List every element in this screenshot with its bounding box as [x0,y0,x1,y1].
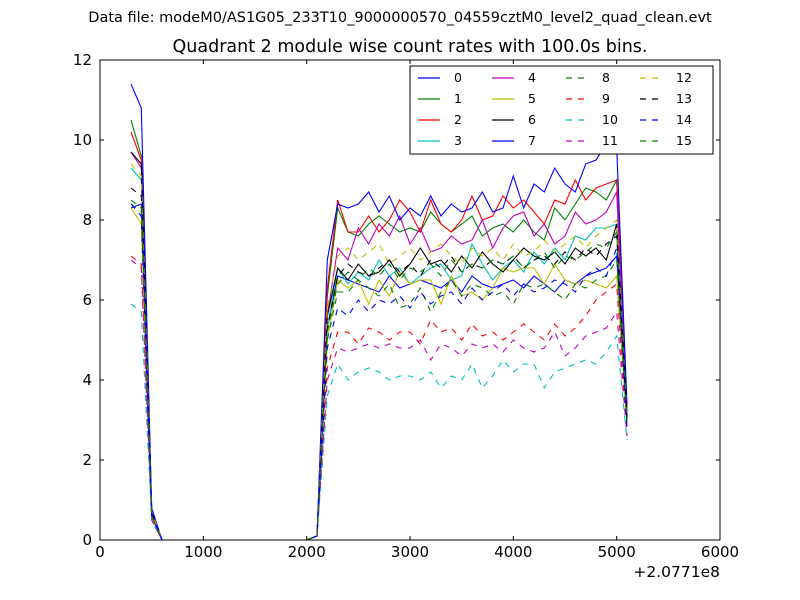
series-line-10 [130,303,628,540]
legend-box [409,65,714,155]
series-line-14 [130,203,628,540]
series-line-3 [130,167,628,540]
legend-label-7: 7 [528,133,536,148]
legend-label-6: 6 [528,112,536,127]
x-offset-label: +2.0771e8 [633,563,720,581]
series-line-13 [130,187,628,540]
series-group [130,83,628,540]
legend-label-3: 3 [454,133,462,148]
legend-label-12: 12 [676,70,692,85]
y-tick-label: 10 [73,131,92,149]
legend-label-8: 8 [602,70,610,85]
y-tick-label: 4 [82,371,92,389]
y-tick-label: 8 [82,211,92,229]
series-line-8 [130,203,628,540]
legend-label-11: 11 [602,133,618,148]
chart-title: Quadrant 2 module wise count rates with … [172,37,648,57]
series-line-11 [130,259,628,540]
series-line-5 [130,207,628,540]
legend-label-15: 15 [676,133,692,148]
x-tick-label: 1000 [184,543,222,561]
series-line-6 [130,151,628,540]
legend-label-14: 14 [676,112,692,127]
y-tick-label: 2 [82,451,92,469]
legend-label-10: 10 [602,112,618,127]
series-line-7 [130,83,628,540]
y-tick-label: 6 [82,291,92,309]
x-tick-label: 0 [95,543,105,561]
y-tick-label: 12 [73,51,92,69]
series-line-12 [130,163,628,540]
series-line-9 [130,255,628,540]
y-tick-label: 0 [82,531,92,549]
x-tick-label: 5000 [598,543,636,561]
legend-label-4: 4 [528,70,536,85]
x-tick-label: 6000 [701,543,739,561]
legend-label-9: 9 [602,91,610,106]
legend-label-5: 5 [528,91,536,106]
legend-label-0: 0 [454,70,462,85]
x-axis: 0 1000 2000 3000 4000 5000 6000 [95,60,739,561]
x-tick-label: 2000 [288,543,326,561]
x-tick-label: 4000 [494,543,532,561]
legend-label-2: 2 [454,112,462,127]
legend-label-13: 13 [676,91,692,106]
series-line-4 [130,151,628,540]
figure-suptitle: Data file: modeM0/AS1G05_233T10_90000005… [88,10,712,26]
x-tick-label: 3000 [391,543,429,561]
legend-label-1: 1 [454,91,462,106]
